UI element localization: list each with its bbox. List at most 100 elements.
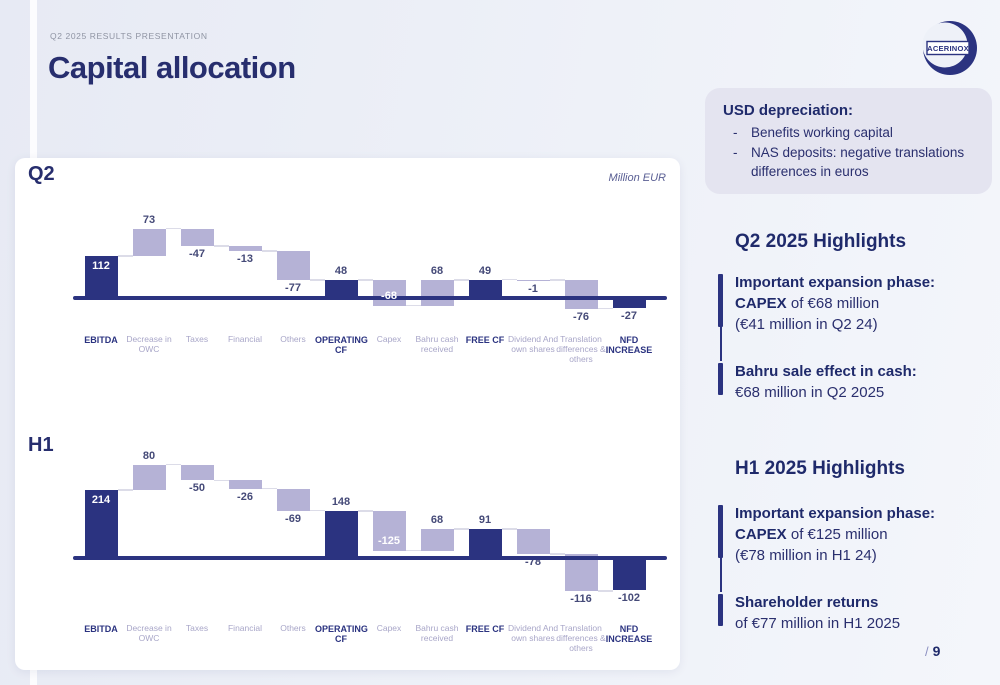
- waterfall-connector: [261, 250, 277, 252]
- chart-period-label: H1: [28, 434, 54, 456]
- waterfall-bar: [132, 464, 166, 490]
- waterfall-bar: [564, 553, 598, 591]
- q2-highlights-list: Important expansion phase: CAPEX of €68 m…: [718, 272, 993, 429]
- highlight-text-segment: Important expansion phase:: [735, 274, 936, 291]
- note-title: USD depreciation:: [723, 102, 854, 119]
- waterfall-connector: [453, 528, 469, 530]
- logo-text: ACERINOX: [927, 44, 969, 53]
- waterfall-bar: [612, 298, 646, 309]
- category-label: Financial: [227, 334, 263, 344]
- waterfall-connector: [357, 510, 373, 512]
- highlight-line: of €77 million in H1 2025: [735, 613, 993, 634]
- category-label: NFD INCREASE: [605, 624, 653, 645]
- waterfall-bar: [420, 529, 454, 551]
- waterfall-connector: [549, 553, 565, 555]
- highlight-line: (€78 million in H1 24): [735, 545, 993, 566]
- q2-waterfall-chart: Q2 Million EUR 112 EBITDA 73 Decrease in OWC -…: [15, 163, 680, 418]
- bar-value-label: 80: [142, 449, 156, 462]
- highlight-item: Shareholder returns of €77 million in H1 …: [718, 592, 993, 634]
- waterfall-bar: [420, 280, 454, 306]
- page-title: Capital allocation: [48, 50, 296, 85]
- bar-value-label: -76: [573, 310, 589, 323]
- category-label: Others: [280, 623, 306, 633]
- waterfall-connector: [117, 255, 133, 257]
- category-label: Taxes: [185, 623, 209, 633]
- waterfall-connector: [213, 245, 229, 248]
- bar-value-label: 68: [430, 514, 444, 527]
- highlight-item: Important expansion phase: CAPEX of €68 m…: [718, 272, 993, 361]
- note-bullet: Benefits working capital: [723, 123, 976, 143]
- highlight-text-segment: CAPEX: [735, 526, 787, 543]
- waterfall-connector: [261, 487, 277, 490]
- category-label: Decrease in OWC: [126, 334, 172, 354]
- bar-value-label: 214: [91, 493, 111, 506]
- category-label: NFD INCREASE: [605, 335, 653, 356]
- bar-value-label: 148: [331, 495, 351, 508]
- category-label: Capex: [376, 334, 402, 344]
- waterfall-connector: [357, 279, 373, 281]
- q2-highlights-title: Q2 2025 Highlights: [735, 231, 907, 252]
- category-label: EBITDA: [84, 624, 118, 634]
- category-label: EBITDA: [84, 335, 118, 345]
- category-label: OPERATING CF: [315, 335, 368, 356]
- waterfall-bar: [228, 246, 262, 252]
- waterfall-bar: [324, 510, 358, 558]
- waterfall-connector: [117, 489, 133, 491]
- waterfall-bar: [564, 280, 598, 309]
- bar-value-label: 48: [334, 265, 348, 277]
- highlight-text-segment: Important expansion phase:: [735, 505, 936, 522]
- usd-depreciation-note: USD depreciation: Benefits working capit…: [705, 88, 992, 194]
- category-label: Bahru cash received: [415, 623, 459, 643]
- bar-value-label: -69: [285, 512, 301, 525]
- waterfall-bar: [180, 464, 214, 481]
- waterfall-bar: [516, 529, 550, 554]
- highlight-item: Bahru sale effect in cash: €68 million in…: [718, 361, 993, 403]
- h1-highlights-title: H1 2025 Highlights: [735, 458, 905, 479]
- highlight-line: Shareholder returns: [735, 592, 993, 613]
- acerinox-logo: ACERINOX: [920, 18, 980, 78]
- waterfall-bar: [372, 280, 406, 306]
- category-label: Financial: [227, 623, 263, 633]
- chart-period-label: Q2: [28, 163, 55, 185]
- highlight-text-segment: (€78 million in H1 24): [735, 547, 877, 564]
- zero-baseline: [73, 296, 667, 300]
- category-label: Others: [280, 334, 306, 344]
- bar-value-label: 68: [430, 265, 444, 277]
- acerinox-crescent-icon: ACERINOX: [922, 21, 977, 75]
- highlight-line: Important expansion phase:: [735, 503, 993, 524]
- category-label: Translation differences & others: [556, 334, 606, 364]
- waterfall-bar: [180, 228, 214, 247]
- bar-value-label: -13: [237, 253, 253, 266]
- bar-value-label: 112: [92, 260, 110, 272]
- charts-card: Q2 Million EUR 112 EBITDA 73 Decrease in OWC -…: [15, 158, 680, 670]
- highlight-line: CAPEX of €68 million: [735, 293, 993, 314]
- highlight-text-segment: CAPEX: [735, 295, 787, 312]
- category-label: OPERATING CF: [315, 624, 368, 645]
- category-label: Dividend And own shares: [507, 623, 559, 643]
- highlight-text-segment: Shareholder returns: [735, 594, 879, 611]
- page-number-slash: /: [925, 644, 929, 659]
- highlight-line: (€41 million in Q2 24): [735, 314, 993, 335]
- note-bullet: NAS deposits: negative translations diff…: [723, 143, 976, 182]
- page-number: /9: [925, 643, 940, 659]
- waterfall-bar: [84, 256, 118, 298]
- waterfall-connector: [501, 528, 517, 530]
- highlight-line: CAPEX of €125 million: [735, 524, 993, 545]
- bar-value-label: -1: [528, 283, 538, 296]
- bar-value-label: -68: [381, 289, 397, 302]
- category-label: Decrease in OWC: [126, 623, 172, 643]
- waterfall-bar: [276, 251, 310, 280]
- waterfall-connector: [309, 509, 325, 512]
- zero-baseline: [73, 556, 667, 560]
- highlight-text-segment: Bahru sale effect in cash:: [735, 363, 917, 380]
- highlight-item: Important expansion phase: CAPEX of €125 …: [718, 503, 993, 592]
- highlight-text-segment: €68 million in Q2 2025: [735, 384, 885, 401]
- waterfall-bar: [276, 488, 310, 511]
- waterfall-bar: [516, 279, 550, 282]
- bar-value-label: 91: [478, 514, 492, 527]
- waterfall-connector: [165, 227, 181, 230]
- bar-value-label: -27: [621, 310, 637, 323]
- waterfall-bar: [372, 510, 406, 551]
- page-number-value: 9: [932, 643, 941, 659]
- waterfall-bar: [468, 279, 502, 298]
